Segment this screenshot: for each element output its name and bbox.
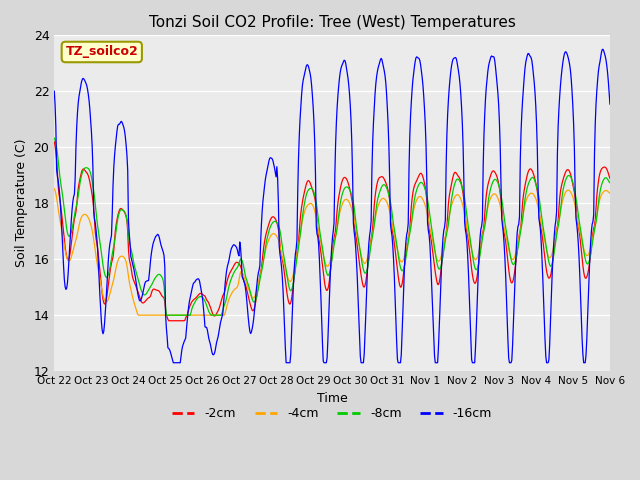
X-axis label: Time: Time bbox=[317, 392, 348, 405]
Text: TZ_soilco2: TZ_soilco2 bbox=[65, 46, 138, 59]
Title: Tonzi Soil CO2 Profile: Tree (West) Temperatures: Tonzi Soil CO2 Profile: Tree (West) Temp… bbox=[148, 15, 516, 30]
Legend: -2cm, -4cm, -8cm, -16cm: -2cm, -4cm, -8cm, -16cm bbox=[167, 402, 497, 425]
Y-axis label: Soil Temperature (C): Soil Temperature (C) bbox=[15, 139, 28, 267]
